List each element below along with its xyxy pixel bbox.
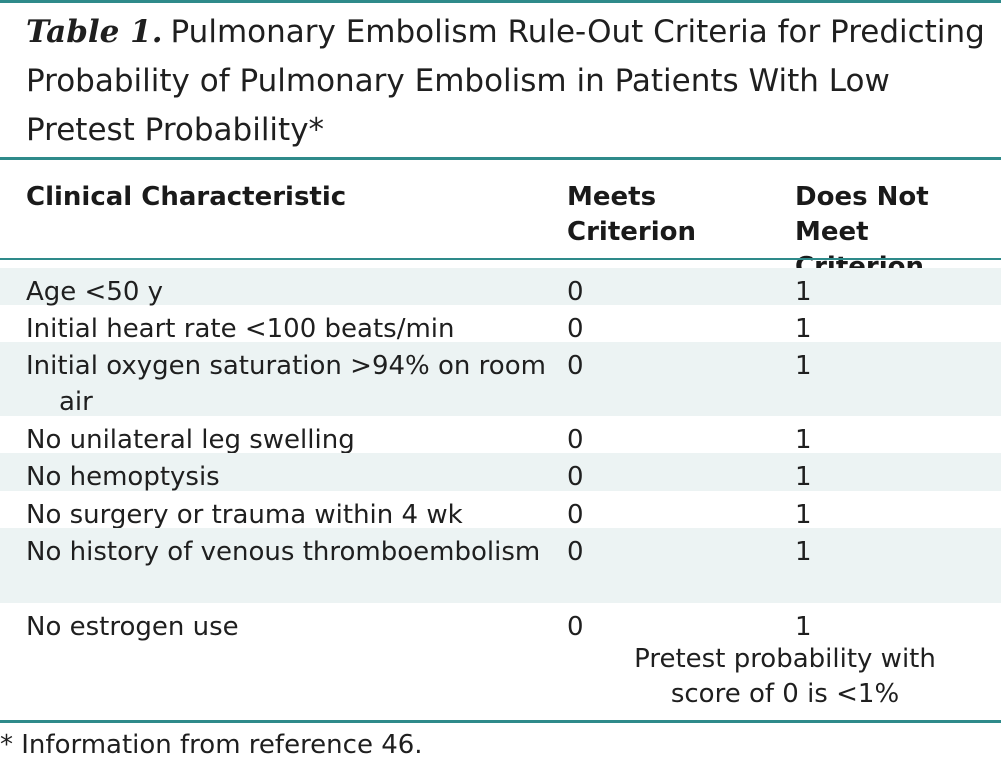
- cell-not-meets: 1: [795, 537, 812, 567]
- title-rule: [0, 157, 1001, 160]
- cell-not-meets: 1: [795, 425, 812, 455]
- cell-meets: 0: [567, 537, 584, 567]
- bottom-rule: [0, 720, 1001, 723]
- cell-not-meets: 1: [795, 462, 812, 492]
- cell-not-meets: 1: [795, 277, 812, 307]
- cell-not-meets: 1: [795, 351, 812, 381]
- cell-characteristic: No surgery or trauma within 4 wk: [26, 500, 463, 530]
- table-label: Table 1.: [26, 14, 163, 50]
- column-header-characteristic: Clinical Characteristic: [26, 182, 347, 212]
- table-row: Age <50 y 0 1: [0, 268, 1001, 307]
- cell-not-meets: 1: [795, 314, 812, 344]
- column-header-meets: Meets Criterion: [567, 182, 696, 247]
- cell-meets: 0: [567, 314, 584, 344]
- cell-not-meets: 1: [795, 612, 812, 642]
- table-title-text: Pulmonary Embolism Rule-Out Criteria for…: [26, 14, 985, 148]
- cell-characteristic: No history of venous thromboembolism: [26, 537, 541, 567]
- cell-not-meets: 1: [795, 500, 812, 530]
- table-row: No history of venous thromboembolism 0 1: [0, 528, 1001, 603]
- cell-meets: 0: [567, 351, 584, 381]
- cell-meets: 0: [567, 462, 584, 492]
- table-row: Initial heart rate <100 beats/min 0 1: [0, 305, 1001, 344]
- table-row: No estrogen use 0 1: [0, 603, 1001, 642]
- cell-characteristic: Initial oxygen saturation >94% on room a…: [26, 351, 546, 417]
- cell-meets: 0: [567, 425, 584, 455]
- cell-characteristic: Initial heart rate <100 beats/min: [26, 314, 455, 344]
- table-header: Clinical Characteristic Meets Criterion …: [0, 160, 1001, 282]
- cell-characteristic: No estrogen use: [26, 612, 239, 642]
- column-header-not-meets: Does Not Meet Criterion: [795, 182, 929, 282]
- table-row: No surgery or trauma within 4 wk 0 1: [0, 491, 1001, 530]
- top-rule: [0, 0, 1001, 3]
- footnote: * Information from reference 46.: [0, 730, 423, 760]
- cell-characteristic: Age <50 y: [26, 277, 164, 307]
- table-title: Table 1. Pulmonary Embolism Rule-Out Crit…: [26, 8, 986, 155]
- header-rule: [0, 258, 1001, 260]
- cell-meets: 0: [567, 500, 584, 530]
- table-row: Initial oxygen saturation >94% on room a…: [0, 342, 1001, 417]
- score-note: Pretest probability with score of 0 is <…: [634, 644, 936, 709]
- table-row: No unilateral leg swelling 0 1: [0, 416, 1001, 455]
- table-row: No hemoptysis 0 1: [0, 453, 1001, 492]
- cell-characteristic: No hemoptysis: [26, 462, 220, 492]
- cell-meets: 0: [567, 612, 584, 642]
- cell-characteristic: No unilateral leg swelling: [26, 425, 355, 455]
- cell-meets: 0: [567, 277, 584, 307]
